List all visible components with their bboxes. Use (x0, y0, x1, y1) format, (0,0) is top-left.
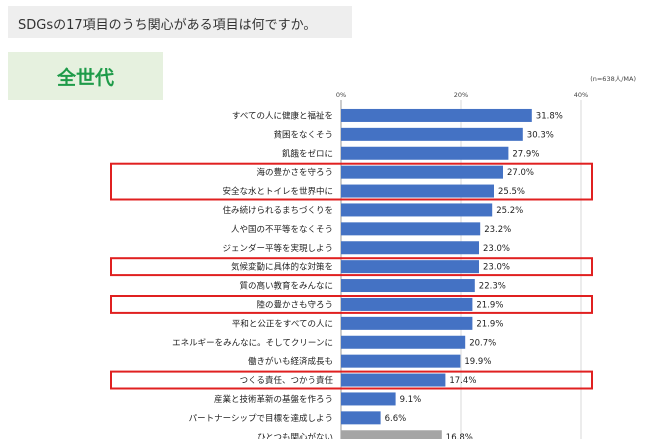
bar (341, 184, 494, 198)
bar (341, 392, 396, 406)
category-label: 飢餓をゼロに (282, 148, 333, 159)
value-label: 20.7% (469, 338, 496, 348)
category-label: 産業と技術革新の基盤を作ろう (214, 394, 333, 405)
bar (341, 354, 461, 368)
x-tick-label: 0% (336, 91, 346, 99)
value-label: 9.1% (400, 395, 422, 405)
value-label: 6.6% (385, 414, 407, 424)
highlight-box (110, 370, 593, 390)
x-tick-label: 40% (574, 91, 588, 99)
value-label: 16.8% (446, 433, 473, 439)
category-label: ひとつも関心がない (257, 432, 333, 439)
value-label: 31.8% (536, 111, 563, 121)
bar (341, 241, 479, 255)
bar (341, 279, 475, 293)
category-label: 質の高い教育をみんなに (239, 281, 333, 292)
question-title: SDGsの17項目のうち関心がある項目は何ですか。 (8, 6, 352, 38)
bar (341, 165, 503, 179)
category-label: つくる責任、つかう責任 (240, 375, 334, 386)
bar (341, 108, 532, 122)
segment-label: 全世代 (8, 52, 163, 100)
value-label: 23.0% (483, 244, 510, 254)
category-label: エネルギーをみんなに。そしてクリーンに (172, 338, 333, 348)
bar (341, 127, 523, 141)
highlight-box (110, 295, 593, 314)
highlight-box (110, 162, 593, 201)
bar (341, 373, 446, 387)
sample-note: (n=638人/MA) (590, 75, 636, 83)
value-label: 23.2% (484, 225, 511, 235)
category-label: ジェンダー平等を実現しよう (222, 243, 333, 254)
category-label: 海の豊かさを守ろう (256, 167, 333, 178)
value-label: 30.3% (527, 130, 554, 140)
bar (341, 430, 442, 439)
category-label: すべての人に健康と福祉を (232, 110, 333, 121)
bar (341, 222, 481, 236)
bar (341, 260, 479, 274)
bar (341, 335, 466, 349)
value-label: 27.9% (512, 149, 539, 159)
value-label: 25.2% (496, 206, 523, 216)
category-label: 陸の豊かさも守ろう (256, 299, 333, 310)
value-label: 21.9% (476, 300, 503, 310)
bar (341, 146, 509, 160)
value-label: 22.3% (479, 282, 506, 292)
category-label: パートナーシップで目標を達成しよう (189, 413, 333, 424)
category-label: 気候変動に具体的な対策を (231, 262, 333, 273)
category-label: 平和と公正をすべての人に (232, 319, 333, 329)
highlight-box (110, 257, 593, 277)
x-tick-label: 20% (454, 91, 468, 99)
category-label: 安全な水とトイレを世界中に (222, 186, 333, 197)
value-label: 19.9% (464, 357, 491, 367)
value-label: 17.4% (449, 376, 476, 386)
bar (341, 411, 381, 425)
category-label: 住み続けられるまちづくりを (222, 205, 333, 216)
bar (341, 297, 473, 311)
value-label: 21.9% (476, 319, 503, 329)
value-label: 23.0% (483, 263, 510, 273)
category-label: 人や国の不平等をなくそう (231, 224, 333, 235)
bar (341, 203, 493, 217)
value-label: 27.0% (507, 168, 534, 178)
value-label: 25.5% (498, 187, 525, 197)
category-label: 貧困をなくそう (273, 129, 333, 140)
category-label: 働きがいも経済成長も (248, 356, 333, 367)
bar (341, 316, 473, 330)
